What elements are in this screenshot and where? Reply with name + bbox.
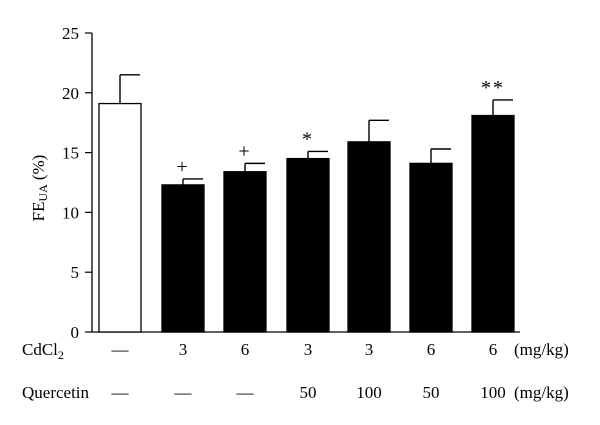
significance-marker: ** [481,77,505,99]
row-value: — [111,383,130,402]
row-value: 6 [427,340,436,359]
row-value: 50 [300,383,317,402]
bars [98,102,515,333]
y-ticks: 0 5 10 15 20 25 [62,24,92,342]
row-value: 6 [241,340,250,359]
significance-marker: + [238,140,251,162]
bar [98,102,142,333]
row-value: 3 [304,340,313,359]
row-value: 100 [480,383,506,402]
bar [223,171,267,333]
bar [286,157,330,333]
bar [471,114,515,333]
row-value: 100 [356,383,382,402]
row-value: — [236,383,255,402]
row-value: 3 [365,340,374,359]
significance-markers: ++*** [176,77,505,178]
y-tick-label: 10 [62,203,79,222]
row-unit: (mg/kg) [514,383,569,402]
treatment-rows: CdCl2 — 3 6 3 3 6 6 (mg/kg) Quercetin — — — 50 100 50 10… [22,340,569,402]
y-tick-label: 20 [62,84,79,103]
row-unit: (mg/kg) [514,340,569,359]
bar [161,184,205,333]
y-axis-label: FEUA(%) [29,155,50,222]
y-tick-label: 15 [62,144,79,163]
row-value: — [111,340,130,359]
bar [347,141,391,333]
y-tick-label: 0 [71,323,80,342]
row-label: Quercetin [22,383,90,402]
y-tick-label: 25 [62,24,79,43]
y-axis-label-main: FEUA(%) [29,155,50,222]
y-tick-label: 5 [71,263,80,282]
significance-marker: + [176,156,189,178]
row-value: 3 [179,340,188,359]
row-value: — [174,383,193,402]
significance-marker: * [302,128,314,150]
row-label: CdCl2 [22,340,64,362]
row-value: 6 [489,340,498,359]
bar [409,162,453,333]
row-value: 50 [423,383,440,402]
error-bars [119,74,513,185]
